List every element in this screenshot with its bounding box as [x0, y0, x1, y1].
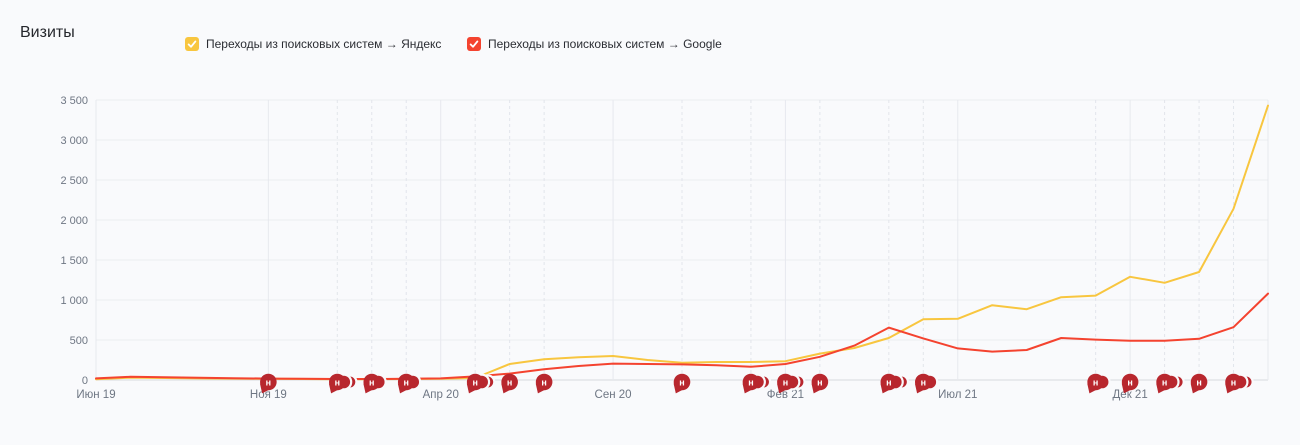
annotation-bubble-icon — [328, 373, 346, 391]
annotation-bubble-icon — [880, 373, 898, 391]
annotation-glyph: н — [783, 377, 788, 387]
annotation-bubble-icon — [1225, 373, 1242, 391]
legend-label-yandex: Переходы из поисковых систем → Яндекс — [206, 37, 442, 51]
annotation-bubble-icon — [466, 373, 484, 391]
legend-item-yandex[interactable]: Переходы из поисковых систем → Яндекс — [185, 37, 441, 51]
annotation-glyph: н — [266, 377, 271, 387]
annotation-marker[interactable]: н — [1156, 373, 1185, 394]
annotation-glyph: н — [335, 377, 340, 387]
annotation-bubble-icon — [501, 373, 518, 391]
checkbox-checked-icon[interactable] — [467, 37, 481, 51]
x-axis-label: Ноя 19 — [250, 389, 287, 401]
annotation-bubble-icon — [1190, 373, 1208, 391]
y-axis-label: 1 500 — [60, 255, 88, 267]
annotation-bubble-icon — [1156, 373, 1173, 391]
annotation-glyph: н — [541, 377, 546, 387]
x-axis-label: Дек 21 — [1113, 389, 1148, 401]
annotation-bubble-icon — [673, 373, 691, 391]
annotation-glyph: н — [472, 377, 477, 387]
y-axis-label: 0 — [82, 375, 88, 387]
annotation-glyph: н — [404, 377, 409, 387]
x-axis-label: Июл 21 — [938, 389, 977, 401]
annotation-marker[interactable]: н — [328, 373, 358, 394]
annotation-marker[interactable]: н — [1225, 373, 1254, 394]
annotation-glyph: н — [886, 377, 891, 387]
legend-label-google: Переходы из поисковых систем → Google — [488, 37, 722, 51]
annotation-glyph: н — [1231, 377, 1236, 387]
y-axis-label: 2 500 — [60, 175, 88, 187]
annotation-marker[interactable]: н — [535, 373, 553, 394]
x-axis-label: Июн 19 — [76, 389, 115, 401]
annotation-marker[interactable]: н — [1087, 373, 1111, 394]
annotation-glyph: н — [921, 377, 926, 387]
annotation-marker[interactable]: н — [1190, 373, 1208, 394]
annotation-marker[interactable]: н — [501, 373, 518, 394]
y-axis-label: 3 000 — [60, 135, 88, 147]
annotation-glyph: н — [1162, 377, 1167, 387]
annotation-glyph: н — [817, 377, 822, 387]
x-axis-label: Сен 20 — [595, 389, 632, 401]
annotation-glyph: н — [748, 377, 753, 387]
check-icon — [469, 40, 479, 48]
annotation-bubble-icon — [914, 373, 932, 391]
y-axis-label: 1 000 — [60, 295, 88, 307]
annotation-bubble-icon — [397, 373, 415, 391]
annotation-glyph: н — [1127, 377, 1132, 387]
annotation-bubble-icon — [1121, 373, 1139, 391]
y-axis-label: 500 — [70, 335, 88, 347]
annotation-bubble-icon — [535, 373, 553, 391]
annotation-marker[interactable]: н — [259, 373, 277, 394]
annotation-glyph: н — [1093, 377, 1098, 387]
annotation-glyph: н — [1196, 377, 1201, 387]
y-axis-label: 2 000 — [60, 215, 88, 227]
visits-chart[interactable]: 0 500 1 000 1 500 2 000 2 500 3 000 3 500 Июн 19… — [0, 88, 1300, 445]
annotation-marker[interactable]: н — [914, 373, 939, 394]
annotation-glyph: н — [507, 377, 512, 387]
annotation-bubble-icon — [742, 373, 760, 391]
annotation-marker[interactable]: н — [880, 373, 910, 394]
annotation-marker[interactable]: н — [777, 373, 806, 394]
annotation-marker[interactable]: н — [363, 373, 387, 394]
page-title: Визиты — [20, 24, 75, 41]
annotation-marker[interactable]: н — [811, 373, 829, 394]
series-line-google[interactable] — [95, 292, 1269, 380]
annotation-marker[interactable]: н — [466, 373, 496, 394]
annotation-bubble-icon — [777, 373, 794, 391]
annotation-bubble-icon — [260, 373, 277, 391]
checkbox-checked-icon[interactable] — [185, 37, 199, 51]
series-line-yandex[interactable] — [95, 104, 1269, 381]
x-axis-label: Апр 20 — [423, 389, 459, 401]
annotation-marker[interactable]: н — [742, 373, 772, 394]
annotation-marker[interactable]: н — [673, 373, 691, 394]
legend-item-google[interactable]: Переходы из поисковых систем → Google — [467, 37, 722, 51]
y-axis-label: 3 500 — [60, 95, 88, 107]
annotation-marker[interactable]: н — [1121, 373, 1139, 394]
annotation-glyph: н — [679, 377, 684, 387]
annotation-marker[interactable]: н — [397, 373, 422, 394]
x-axis-label: Фев 21 — [767, 389, 804, 401]
annotation-bubble-icon — [363, 373, 381, 391]
check-icon — [187, 40, 197, 48]
annotation-bubble-icon — [811, 373, 829, 391]
annotation-glyph: н — [369, 377, 374, 387]
annotation-bubble-icon — [1087, 373, 1104, 391]
